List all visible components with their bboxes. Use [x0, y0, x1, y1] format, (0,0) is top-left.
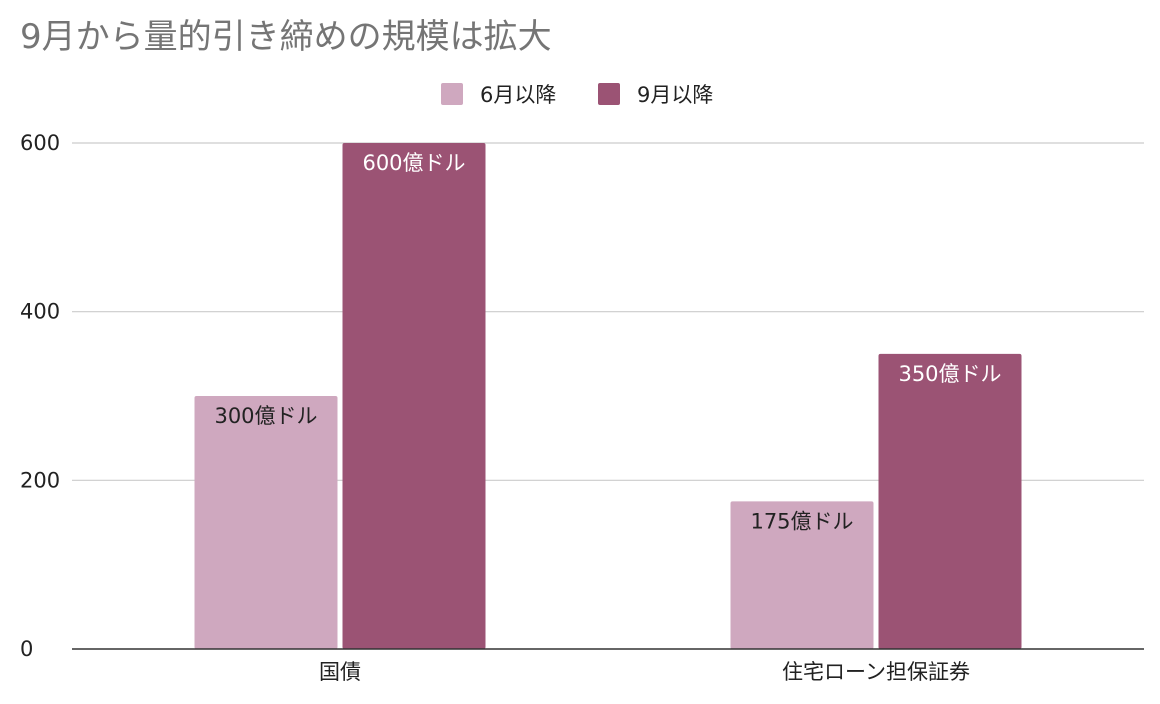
data-label: 350億ドル	[898, 362, 1001, 386]
bars	[194, 143, 1022, 649]
y-tick-label: 600	[20, 131, 60, 155]
bar-6月以降-住宅ローン担保証券	[730, 501, 874, 649]
data-labels: 300億ドル 600億ドル 175億ドル 350億ドル	[214, 151, 1001, 533]
y-axis-ticks: 0 200 400 600	[20, 131, 60, 661]
bar-6月以降-国債	[194, 396, 338, 649]
data-label: 175億ドル	[750, 509, 853, 533]
x-category-label: 住宅ローン担保証券	[782, 660, 970, 684]
legend-label-6月以降: 6月以降	[480, 83, 556, 107]
x-category-label: 国債	[319, 660, 361, 684]
chart-title: 9月から量的引き締めの規模は拡大	[20, 17, 552, 57]
bar-9月以降-住宅ローン担保証券	[878, 353, 1022, 649]
y-tick-label: 400	[20, 300, 60, 324]
data-label: 600億ドル	[362, 151, 465, 175]
y-tick-label: 200	[20, 468, 60, 492]
legend-swatch-9月以降	[598, 83, 620, 105]
legend: 6月以降 9月以降	[441, 83, 713, 107]
y-tick-label: 0	[20, 637, 33, 661]
x-axis-category-labels: 国債 住宅ローン担保証券	[319, 660, 970, 684]
legend-label-9月以降: 9月以降	[637, 83, 713, 107]
legend-swatch-6月以降	[441, 83, 463, 105]
bar-9月以降-国債	[342, 143, 486, 649]
data-label: 300億ドル	[214, 404, 317, 428]
